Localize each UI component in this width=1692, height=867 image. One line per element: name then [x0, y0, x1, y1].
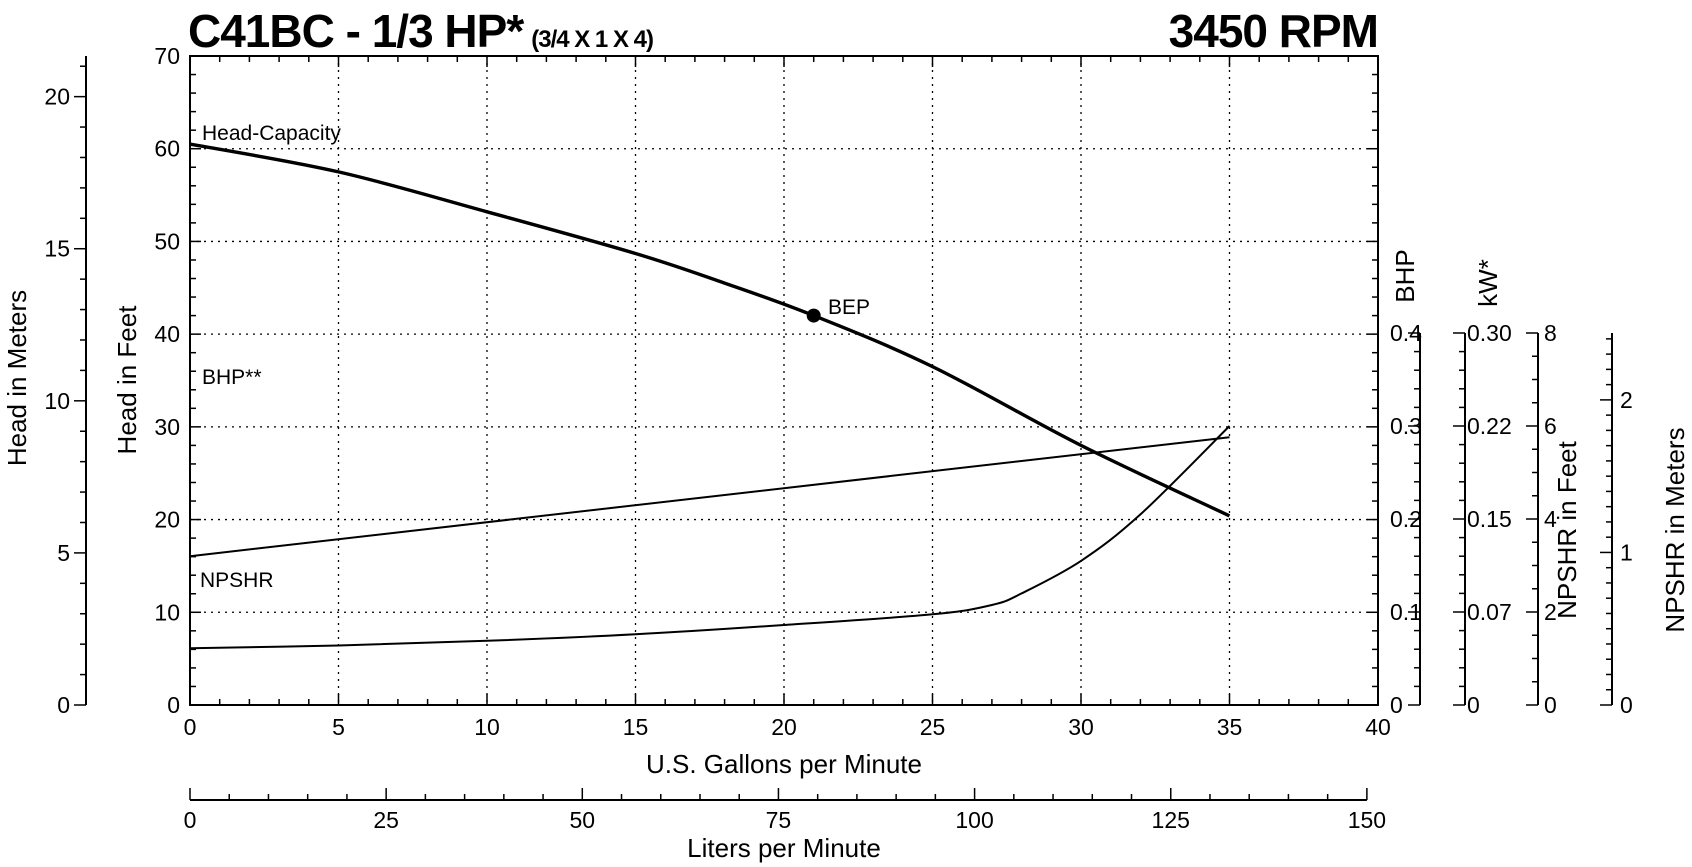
y-tick-label: 0 — [167, 692, 180, 718]
kw-tick-label: 0.15 — [1467, 506, 1512, 532]
liters-tick-label: 100 — [955, 807, 993, 833]
bhp-tick-label: 0 — [1390, 692, 1403, 718]
bhp-tick-label: 0.3 — [1390, 413, 1422, 439]
x2-axis-label: Liters per Minute — [687, 833, 881, 863]
npshr-feet-tick-label: 0 — [1544, 692, 1557, 718]
y-tick-label: 60 — [154, 136, 180, 162]
y-tick-label: 30 — [154, 414, 180, 440]
liters-tick-label: 0 — [184, 807, 197, 833]
head-capacity-curve — [189, 142, 1231, 518]
x-tick-label: 35 — [1217, 714, 1243, 740]
kw-tick-label: 0 — [1467, 692, 1480, 718]
y-tick-label: 50 — [154, 228, 180, 254]
y-tick-label: 10 — [154, 599, 180, 625]
series-label-npshr: NPSHR — [200, 569, 274, 592]
x-tick-label: 15 — [623, 714, 649, 740]
head-feet-axis-label: Head in Feet — [112, 305, 142, 455]
x-axis-label: U.S. Gallons per Minute — [646, 749, 922, 779]
meters-tick-label: 0 — [57, 692, 70, 718]
npshr-feet-axis-label: NPSHR in Feet — [1552, 440, 1582, 618]
npshr-curve — [189, 425, 1231, 650]
grid — [190, 56, 1378, 705]
liters-tick-label: 75 — [766, 807, 792, 833]
npshr-feet-tick-label: 6 — [1544, 413, 1557, 439]
bep-marker — [806, 308, 821, 323]
meters-tick-label: 5 — [57, 540, 70, 566]
bhp-tick-label: 0.2 — [1390, 506, 1422, 532]
kw-tick-label: 0.30 — [1467, 320, 1512, 346]
npshr-meters-tick-label: 0 — [1620, 692, 1633, 718]
meters-tick-label: 10 — [44, 388, 70, 414]
x-tick-label: 20 — [771, 714, 797, 740]
y-tick-label: 20 — [154, 507, 180, 533]
bhp-tick-label: 0.1 — [1390, 599, 1422, 625]
npshr-meters-axis-label: NPSHR in Meters — [1660, 427, 1690, 632]
kw-tick-label: 0.22 — [1467, 413, 1512, 439]
npshr-meters-tick-label: 2 — [1620, 387, 1633, 413]
x-tick-label: 40 — [1365, 714, 1391, 740]
npshr-feet-tick-label: 4 — [1544, 506, 1557, 532]
liters-tick-label: 50 — [569, 807, 595, 833]
series-label-bhp: BHP** — [202, 366, 262, 389]
chart-title: C41BC - 1/3 HP* (3/4 X 1 X 4) — [188, 5, 653, 57]
y-tick-label: 40 — [154, 321, 180, 347]
kw-tick-label: 0.07 — [1467, 599, 1512, 625]
bep-label: BEP — [828, 296, 870, 319]
plot-frame — [189, 55, 1379, 706]
x-tick-label: 0 — [184, 714, 197, 740]
meters-tick-label: 15 — [44, 236, 70, 262]
x-tick-label: 25 — [920, 714, 946, 740]
series — [189, 142, 1231, 650]
liters-tick-label: 25 — [373, 807, 399, 833]
x-tick-label: 10 — [474, 714, 500, 740]
meters-tick-label: 20 — [44, 84, 70, 110]
npshr-feet-tick-label: 2 — [1544, 599, 1557, 625]
npshr-feet-tick-label: 8 — [1544, 320, 1557, 346]
bhp-curve — [189, 436, 1230, 558]
kw-axis-label: kW* — [1473, 259, 1503, 307]
x-tick-label: 30 — [1068, 714, 1094, 740]
x-tick-label: 5 — [332, 714, 345, 740]
axes: 0 5 10 15 20 25 30 35 40010203040506070051015200… — [44, 43, 1632, 833]
npshr-meters-tick-label: 1 — [1620, 539, 1633, 565]
head-meters-axis-label: Head in Meters — [2, 290, 32, 466]
bhp-axis-label: BHP — [1390, 249, 1420, 302]
series-label-head-capacity: Head-Capacity — [202, 122, 341, 145]
bhp-tick-label: 0.4 — [1390, 320, 1422, 346]
liters-tick-label: 125 — [1152, 807, 1190, 833]
y-tick-label: 70 — [154, 43, 180, 69]
liters-tick-label: 150 — [1348, 807, 1386, 833]
speed-label: 3450 RPM — [1169, 5, 1378, 57]
